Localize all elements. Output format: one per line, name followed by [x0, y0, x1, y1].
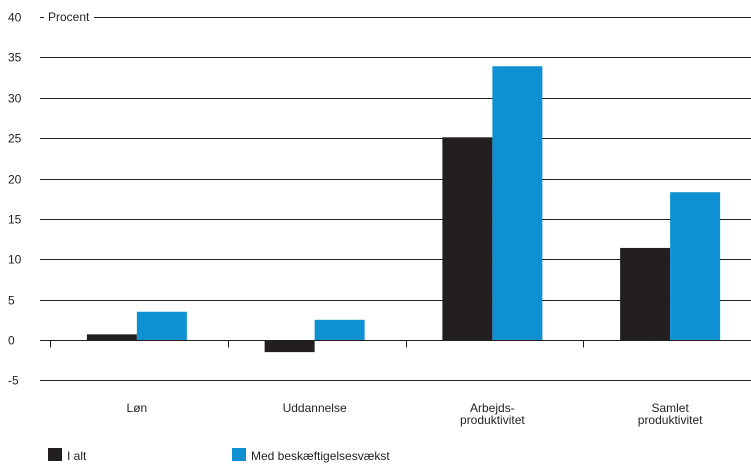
bar: [136, 311, 187, 340]
y-axis-label-background: [44, 8, 94, 26]
legend-swatch: [48, 448, 62, 461]
bar: [314, 319, 365, 340]
y-tick-label: 25: [8, 132, 22, 146]
x-category-label: Uddannelse: [283, 401, 347, 415]
bar: [620, 247, 671, 340]
legend-swatch: [232, 448, 246, 461]
x-category-label: produktivitet: [638, 413, 703, 427]
y-tick-label: 30: [8, 92, 22, 106]
x-category-label: Løn: [127, 401, 148, 415]
bar: [442, 137, 493, 340]
x-category-label: produktivitet: [460, 413, 525, 427]
y-tick-label: 35: [8, 51, 22, 65]
gridlines: [40, 17, 751, 381]
x-category-label: Arbejds-: [470, 401, 515, 415]
bar: [86, 334, 137, 340]
y-tick-label: 40: [8, 11, 22, 25]
bars: [86, 66, 721, 353]
legend-label: I alt: [67, 449, 87, 463]
y-tick-label: 10: [8, 253, 22, 267]
y-tick-label: -5: [8, 374, 19, 388]
y-tick-label: 0: [8, 334, 15, 348]
y-tick-label: 5: [8, 294, 15, 308]
bar: [492, 66, 543, 340]
x-category-label: Samlet: [651, 401, 689, 415]
x-axis-category-labels: Løn Uddannelse Arbejds-produktivitetSamlet…: [127, 401, 704, 427]
y-axis-label: Procent: [48, 10, 90, 24]
legend-label: Med beskæftigelsesvækst: [251, 449, 390, 463]
legend: I alt Med beskæftigelsesvækst: [48, 448, 390, 463]
y-axis-tick-labels: -5 0 5 10 15 20 25 30 35 40: [8, 11, 22, 388]
bar: [264, 340, 315, 353]
y-tick-label: 20: [8, 173, 22, 187]
bar: [670, 192, 721, 340]
x-axis: [40, 340, 751, 348]
y-tick-label: 15: [8, 213, 22, 227]
